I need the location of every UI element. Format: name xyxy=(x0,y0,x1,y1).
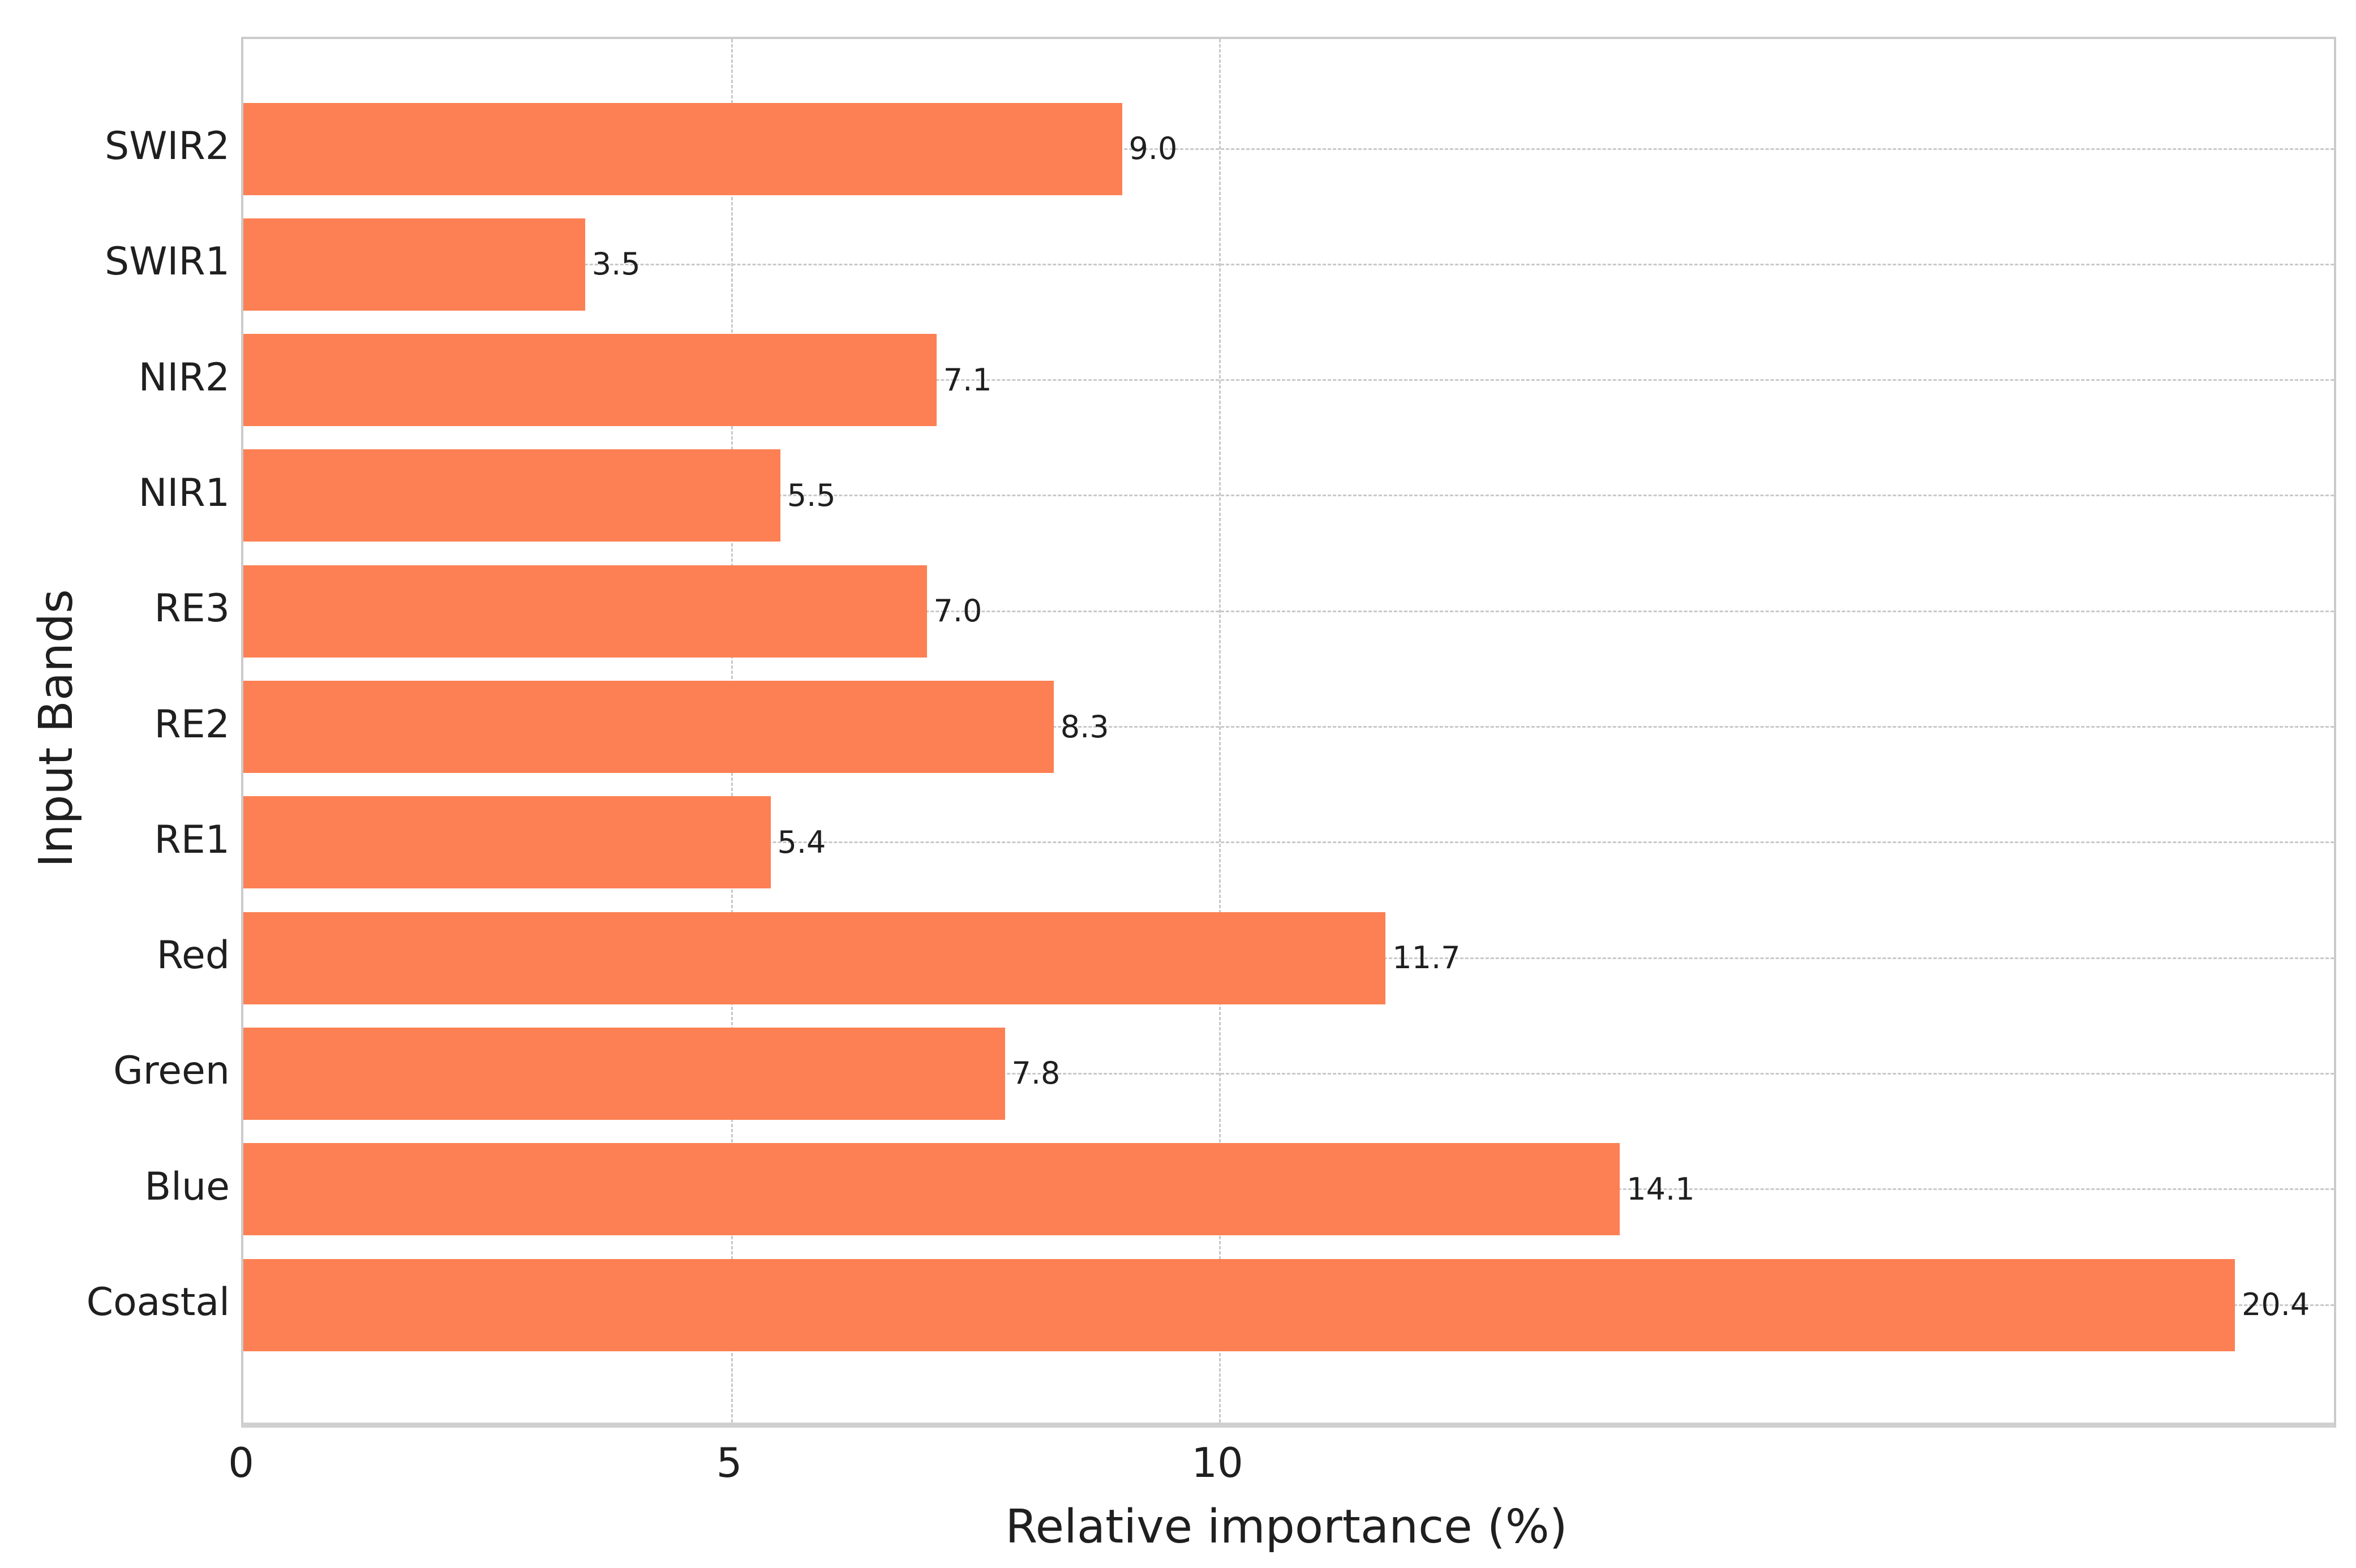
bar-value-re2: 8.3 xyxy=(1060,708,1109,745)
bar-re1 xyxy=(243,796,771,889)
bar-blue xyxy=(243,1143,1620,1236)
y-tick-label-green: Green xyxy=(113,1049,230,1094)
x-gridline-10 xyxy=(1219,39,1221,1423)
row-gridline-swir1 xyxy=(243,263,2334,265)
bar-value-re3: 7.0 xyxy=(933,593,982,629)
y-tick-label-blue: Blue xyxy=(144,1164,230,1209)
bar-re2 xyxy=(243,681,1054,773)
y-tick-label-nir2: NIR2 xyxy=(138,355,230,400)
bar-value-swir1: 3.5 xyxy=(591,246,641,282)
bar-value-nir2: 7.1 xyxy=(943,362,992,398)
y-tick-label-nir1: NIR1 xyxy=(138,470,230,515)
x-tick-label-0: 0 xyxy=(228,1439,254,1487)
bar-swir2 xyxy=(243,102,1122,195)
bar-value-nir1: 5.5 xyxy=(787,477,836,513)
y-tick-label-re3: RE3 xyxy=(154,586,230,632)
bar-coastal xyxy=(243,1258,2235,1351)
bar-value-green: 7.8 xyxy=(1011,1055,1061,1092)
row-gridline-green xyxy=(243,1072,2334,1075)
row-gridline-swir2 xyxy=(243,148,2334,150)
row-gridline-re1 xyxy=(243,841,2334,844)
x-tick-label-5: 5 xyxy=(716,1439,743,1487)
bar-nir1 xyxy=(243,449,780,542)
y-tick-label-re1: RE1 xyxy=(154,817,230,862)
y-tick-label-swir1: SWIR1 xyxy=(105,239,230,285)
x-axis-title: Relative importance (%) xyxy=(1005,1500,1568,1554)
bar-re3 xyxy=(243,565,927,658)
row-gridline-nir1 xyxy=(243,495,2334,497)
plot-area: 9.0 3.5 7.1 5.5 7.0 8.3 5.4 11.7 7.8 14.1 20.4 xyxy=(241,37,2336,1428)
bar-red xyxy=(243,912,1386,1004)
bar-value-coastal: 20.4 xyxy=(2242,1287,2310,1322)
bar-value-swir2: 9.0 xyxy=(1128,131,1178,166)
bar-nir2 xyxy=(243,334,937,427)
row-gridline-re2 xyxy=(243,726,2334,728)
y-tick-label-swir2: SWIR2 xyxy=(105,124,230,169)
bar-value-red: 11.7 xyxy=(1392,940,1461,976)
y-tick-label-re2: RE2 xyxy=(154,702,230,747)
bar-green xyxy=(243,1027,1005,1120)
y-tick-label-coastal: Coastal xyxy=(86,1280,230,1325)
y-tick-label-red: Red xyxy=(156,933,230,978)
bar-swir1 xyxy=(243,218,585,311)
bar-value-re1: 5.4 xyxy=(777,824,826,860)
row-gridline-nir2 xyxy=(243,379,2334,381)
x-tick-label-10: 10 xyxy=(1191,1439,1243,1487)
bar-value-blue: 14.1 xyxy=(1627,1171,1695,1207)
row-gridline-re3 xyxy=(243,610,2334,612)
